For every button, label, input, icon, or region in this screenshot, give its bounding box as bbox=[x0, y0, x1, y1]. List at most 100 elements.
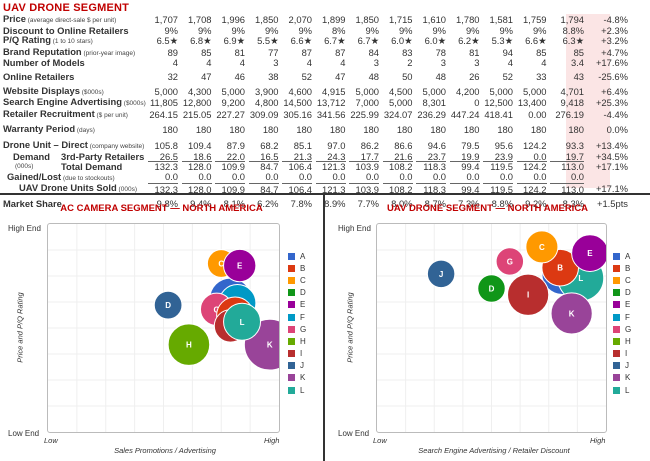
table-cell: 4,800 bbox=[255, 97, 279, 109]
table-cell: 23.7 bbox=[427, 151, 446, 162]
table-title: UAV DRONE SEGMENT bbox=[3, 2, 130, 14]
table-row: Number of Models 4 4 4 3 4 4 3 2 3 3 4 4 3.4 +17.6% bbox=[3, 58, 628, 68]
table-cell: 0.0 bbox=[399, 171, 413, 183]
bubble-label: I bbox=[527, 291, 529, 300]
row-label: Warranty Period (days) bbox=[3, 124, 148, 136]
y-low-label: Low End bbox=[8, 429, 40, 438]
legend-swatch bbox=[288, 276, 295, 284]
table-cell: 8.7% bbox=[424, 198, 446, 209]
bubble-label: K bbox=[569, 309, 575, 318]
row-label-text: Gained/Lost bbox=[7, 171, 62, 182]
change-cell: +2.3% bbox=[601, 25, 628, 36]
table-cell: 47 bbox=[335, 71, 346, 82]
y-axis-label: Price and P/Q Rating bbox=[15, 292, 25, 363]
table-cell: 5.5★ bbox=[257, 35, 279, 47]
table-cell: 0.0 bbox=[164, 171, 178, 183]
table-cell: 84.7 bbox=[248, 182, 279, 195]
highlight-cell: 113.0 bbox=[550, 161, 584, 172]
table-cell: 4,600 bbox=[288, 85, 312, 97]
demand-label: Demand bbox=[13, 151, 50, 162]
legend-label: A bbox=[625, 251, 631, 261]
table-cell: 180 bbox=[430, 124, 446, 136]
table-cell: 9% bbox=[231, 25, 245, 36]
table-cell: 132.3 bbox=[148, 161, 178, 172]
table-row: Market Share 9.8% 9.4% 8.1% 6.2% 7.8% 8.9% 7.7%… bbox=[3, 199, 628, 209]
table-cell: 5,000 bbox=[355, 85, 379, 97]
row-label: Drone Unit – Direct (company website) bbox=[3, 140, 148, 152]
table-cell: 309.09 bbox=[249, 108, 279, 120]
table-cell: 47 bbox=[201, 71, 212, 82]
table-cell: 6.2% bbox=[257, 198, 279, 209]
table-cell: 89 bbox=[167, 46, 178, 58]
legend-label: D bbox=[625, 288, 631, 298]
row-label-note: (000s) bbox=[116, 186, 137, 194]
table-cell: 118.3 bbox=[416, 182, 446, 195]
chart-title: UAV DRONE SEGMENT — NORTH AMERICA bbox=[386, 203, 589, 214]
table-cell: 4,300 bbox=[188, 85, 212, 97]
legend-swatch bbox=[613, 301, 620, 309]
highlight-cell: 0.0 bbox=[570, 171, 584, 183]
table-row: Warranty Period (days) 180 180 180 180 180 180… bbox=[3, 124, 628, 136]
table-cell: 85.1 bbox=[293, 139, 312, 151]
legend-item-i: I bbox=[288, 348, 318, 360]
row-label-note: (company website) bbox=[87, 142, 145, 150]
table-cell: 1,708 bbox=[188, 14, 212, 25]
row-label-note: ($000s) bbox=[121, 100, 146, 108]
change-cell: -4.8% bbox=[603, 14, 629, 25]
table-cell: 13,712 bbox=[316, 97, 346, 109]
table-cell: 9% bbox=[398, 25, 413, 36]
legend-label: F bbox=[300, 312, 305, 322]
table-cell: 1,780 bbox=[456, 14, 480, 25]
legend-swatch bbox=[288, 325, 295, 333]
bubble-label: L bbox=[240, 318, 245, 327]
table-cell: 324.07 bbox=[383, 108, 413, 120]
row-label-note: (average direct-sale $ per unit) bbox=[25, 17, 117, 24]
x-axis-label: Sales Promotions / Advertising bbox=[114, 446, 216, 455]
table-cell: 4,915 bbox=[322, 85, 346, 97]
table-row: Online Retailers 32 47 46 38 52 47 48 50 48 26 52 33… bbox=[3, 72, 628, 82]
table-cell: 1,707 bbox=[154, 14, 178, 25]
legend-item-f: F bbox=[288, 311, 318, 323]
row-label-text: Brand Reputation bbox=[3, 46, 82, 57]
table-cell: 8.1% bbox=[223, 198, 245, 209]
bubble-label: K bbox=[267, 341, 273, 350]
table-cell: 9,200 bbox=[221, 97, 245, 109]
table-cell: 23.9 bbox=[494, 151, 513, 162]
table-cell: 83 bbox=[402, 46, 413, 58]
legend-label: B bbox=[625, 263, 631, 273]
table-cell: 86.2 bbox=[360, 139, 379, 151]
table-cell: 236.29 bbox=[417, 108, 446, 120]
legend-swatch bbox=[288, 350, 295, 358]
table-cell: 18.6 bbox=[193, 151, 212, 162]
table-cell: 78 bbox=[435, 46, 446, 58]
highlight-cell: 3.4 bbox=[570, 58, 584, 68]
bubble-h bbox=[167, 323, 211, 366]
table-cell: 87.9 bbox=[226, 139, 245, 151]
table-cell: 264.15 bbox=[149, 108, 178, 120]
table-cell: 4 bbox=[206, 58, 212, 68]
table-cell: 87 bbox=[301, 46, 312, 58]
legend-item-b: B bbox=[613, 262, 643, 274]
table-cell: 180 bbox=[195, 124, 212, 136]
legend-item-l: L bbox=[613, 384, 643, 396]
table-row: Search Engine Advertising ($000s) 11,805 1… bbox=[3, 97, 628, 109]
highlight-cell: 180 bbox=[568, 124, 584, 136]
row-label: (000s) Total Demand bbox=[3, 162, 148, 172]
segment-statistics-table: Price (average direct-sale $ per unit) 1,… bbox=[3, 14, 628, 209]
change-cell: +17.1% bbox=[595, 183, 628, 195]
legend-label: C bbox=[300, 275, 306, 285]
table-cell: 128.0 bbox=[181, 161, 212, 172]
highlight-cell: 93.3 bbox=[565, 139, 584, 151]
table-cell: 128.0 bbox=[181, 182, 212, 195]
change-cell: -4.4% bbox=[603, 108, 629, 120]
table-cell: 6.5★ bbox=[156, 35, 178, 47]
legend-label: F bbox=[625, 312, 630, 322]
legend-swatch bbox=[613, 289, 620, 297]
table-cell: 103.9 bbox=[349, 182, 379, 195]
table-cell: 180 bbox=[497, 124, 513, 136]
table-cell: 121.3 bbox=[315, 161, 346, 172]
table-row: Discount to Online Retailers 9% 9% 9% 9% 9% 8%… bbox=[3, 26, 628, 36]
legend-label: I bbox=[625, 349, 628, 359]
table-cell: 1,996 bbox=[221, 14, 245, 25]
bubble-label: B bbox=[557, 264, 563, 273]
